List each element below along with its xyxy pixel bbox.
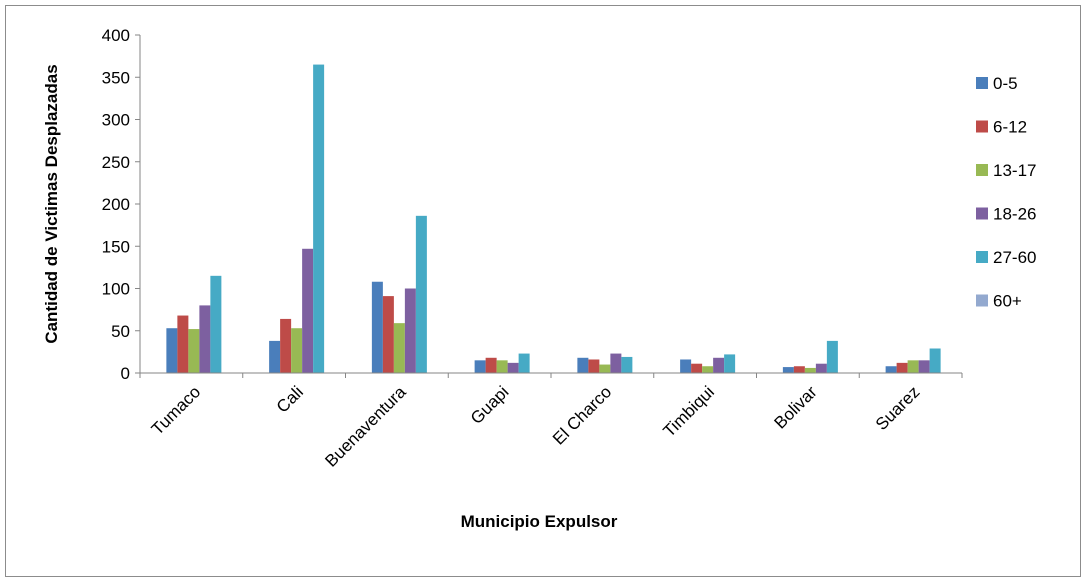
bar-13-17-bolivar: [804, 367, 816, 373]
y-tick-label: 200: [102, 195, 130, 214]
x-tick-label: Buenaventura: [321, 382, 410, 471]
bar-13-17-el-charco: [599, 364, 611, 373]
bar-0-5-bolivar: [782, 367, 794, 373]
bar-0-5-buenaventura: [371, 281, 383, 373]
bar-27-60-tumaco: [210, 275, 222, 373]
x-tick-label: El Charco: [549, 382, 615, 448]
bar-27-60-cali: [313, 64, 325, 373]
y-tick-label: 150: [102, 237, 130, 256]
x-tick-label: Tumaco: [148, 382, 204, 438]
bar-0-5-el-charco: [577, 357, 589, 373]
legend-swatch: [976, 207, 988, 220]
bar-18-26-timbiqui: [713, 357, 725, 373]
legend-swatch: [976, 77, 988, 89]
x-tick-label: Cali: [273, 382, 307, 416]
legend-label: 6-12: [993, 118, 1027, 137]
legend-label: 13-17: [993, 161, 1036, 180]
bar-27-60-bolivar: [826, 340, 838, 373]
y-axis-title: Cantidad de Victimas Desplazadas: [42, 64, 61, 343]
bar-6-12-tumaco: [177, 315, 189, 373]
bar-6-12-suarez: [896, 362, 908, 373]
bar-18-26-suarez: [918, 360, 930, 373]
legend-swatch: [976, 164, 988, 176]
bar-18-26-bolivar: [815, 363, 827, 373]
bar-0-5-cali: [269, 340, 281, 373]
bar-6-12-cali: [280, 318, 292, 373]
legend-swatch: [976, 294, 988, 307]
bar-27-60-el-charco: [621, 356, 633, 373]
legend-label: 27-60: [993, 248, 1036, 267]
legend-swatch: [976, 251, 988, 263]
bar-13-17-suarez: [907, 360, 919, 373]
x-tick-label: Guapi: [467, 382, 513, 428]
y-tick-label: 100: [102, 280, 130, 299]
bar-18-26-buenaventura: [404, 288, 416, 373]
legend-swatch: [976, 120, 988, 133]
bar-0-5-guapi: [474, 360, 486, 373]
x-axis-ticks: Tumaco Cali Buenaventura Guapi El Charco Timb…: [139, 372, 963, 471]
bar-13-17-buenaventura: [393, 323, 405, 373]
bar-18-26-guapi: [507, 362, 519, 373]
bar-6-12-timbiqui: [691, 363, 703, 373]
bar-13-17-timbiqui: [702, 366, 714, 373]
legend-label: 60+: [993, 292, 1022, 311]
y-tick-label: 300: [102, 111, 130, 130]
plot-area: [166, 64, 941, 373]
bar-13-17-cali: [291, 328, 303, 373]
legend: 0-5 6-12 13-17 18-26 27-60 60+: [976, 74, 1036, 311]
bar-0-5-tumaco: [166, 328, 178, 373]
bar-27-60-buenaventura: [415, 215, 427, 373]
x-tick-label: Bolivar: [771, 382, 821, 432]
y-tick-label: 350: [102, 68, 130, 87]
bar-6-12-bolivar: [793, 366, 805, 373]
x-tick-label: Timbiqui: [660, 382, 718, 440]
bar-18-26-el-charco: [610, 353, 622, 373]
y-axis-ticks: 0 50 100 150 200 250 300 350 400: [102, 26, 141, 383]
bar-18-26-cali: [302, 248, 314, 373]
bar-0-5-suarez: [885, 366, 897, 373]
bar-27-60-guapi: [518, 353, 530, 373]
legend-label: 0-5: [993, 74, 1018, 93]
y-tick-label: 250: [102, 153, 130, 172]
bar-13-17-guapi: [496, 360, 508, 373]
bar-6-12-guapi: [485, 357, 497, 373]
bar-18-26-tumaco: [199, 305, 211, 373]
bar-27-60-timbiqui: [724, 354, 736, 373]
chart-area: [5, 5, 1081, 577]
bar-13-17-tumaco: [188, 329, 200, 373]
bar-6-12-buenaventura: [382, 296, 394, 373]
y-tick-label: 50: [111, 322, 130, 341]
legend-label: 18-26: [993, 205, 1036, 224]
bar-6-12-el-charco: [588, 359, 600, 373]
x-tick-label: Suarez: [872, 382, 924, 434]
x-axis-title: Municipio Expulsor: [461, 512, 618, 531]
y-tick-label: 0: [121, 364, 130, 383]
bar-0-5-timbiqui: [680, 359, 692, 373]
y-tick-label: 400: [102, 26, 130, 45]
bar-27-60-suarez: [929, 348, 941, 373]
